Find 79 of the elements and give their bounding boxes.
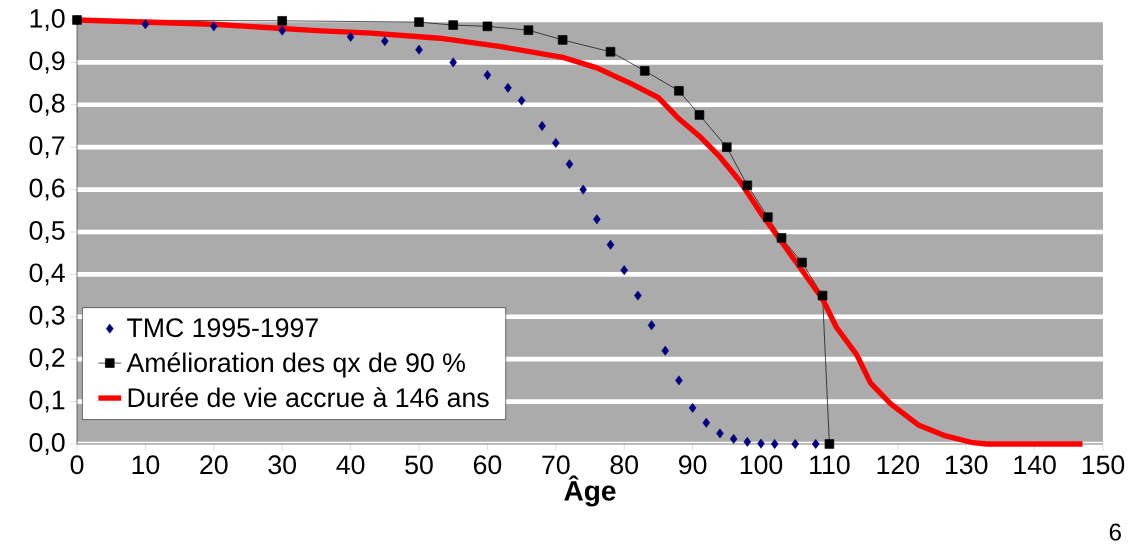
point [743,436,752,447]
point [729,433,738,444]
x-tick-label: 60 [473,455,502,475]
point [538,121,546,131]
y-tick-label: 1,0 [30,8,65,31]
y-tick-label: 0,7 [29,136,65,159]
point [517,95,526,106]
point [346,32,355,42]
point [688,403,697,413]
point [504,82,512,93]
x-tick-label: 40 [336,455,365,475]
y-tick-label: 0,3 [29,305,65,328]
legend-label: Durée de vie accrue à 146 ans [128,387,489,408]
point [639,66,650,76]
point [817,290,828,301]
point [557,35,568,45]
x-tick-label: 10 [132,455,160,475]
y-tick-label: 0,4 [29,263,65,286]
point [674,86,684,96]
point [763,212,773,222]
x-tick-label: 50 [405,455,433,475]
y-tick-label: 0,8 [29,93,65,116]
point [483,70,492,81]
point [620,265,628,276]
legend-label: TMC 1995-1997 [127,318,318,338]
point [278,25,286,36]
x-tick-label: 80 [610,455,638,475]
point [414,17,424,27]
point [722,142,732,152]
x-tick-label: 0 [70,455,84,475]
x-tick-label: 20 [200,455,228,475]
point [552,138,560,148]
x-tick-label: 110 [810,455,850,475]
text: 6 [1109,523,1121,541]
point [694,110,705,120]
x-tick-label: 140 [1014,455,1056,475]
point [634,290,642,301]
point [277,16,287,26]
point [776,233,787,243]
point [675,375,683,386]
point [448,20,458,30]
point [757,438,765,449]
point [606,239,615,250]
y-tick-label: 0,2 [29,348,65,371]
x-tick-label: 150 [1082,455,1125,475]
y-tick-label: 0,0 [29,432,65,455]
x-tick-label: 30 [268,455,296,475]
x-axis-title: Âge [564,475,616,507]
x-tick-label: 90 [679,455,707,475]
x-tick-label: 70 [542,455,570,475]
point [605,47,616,57]
point [647,320,656,331]
point [210,21,218,32]
y-tick-label: 0,6 [29,178,65,201]
point [482,21,493,32]
point [811,439,820,449]
point [742,180,753,191]
x-tick-label: 120 [877,455,919,475]
point [716,428,724,439]
point [791,439,799,449]
x-tick-label: 100 [740,455,783,475]
point [702,417,711,428]
point [824,439,835,449]
point [523,25,534,35]
y-tick-label: 0,1 [29,390,65,413]
point [565,159,574,170]
point [797,257,807,268]
point [593,214,601,225]
point [449,57,457,68]
y-tick-label: 0,9 [29,51,65,74]
point [381,36,389,47]
point [579,184,587,195]
point [770,439,779,449]
x-tick-label: 130 [945,455,988,475]
point [415,44,423,55]
point [141,19,150,30]
point [661,345,670,356]
legend-label: Amélioration des qx de 90 % [126,352,465,378]
y-tick-label: 0,5 [29,220,65,243]
